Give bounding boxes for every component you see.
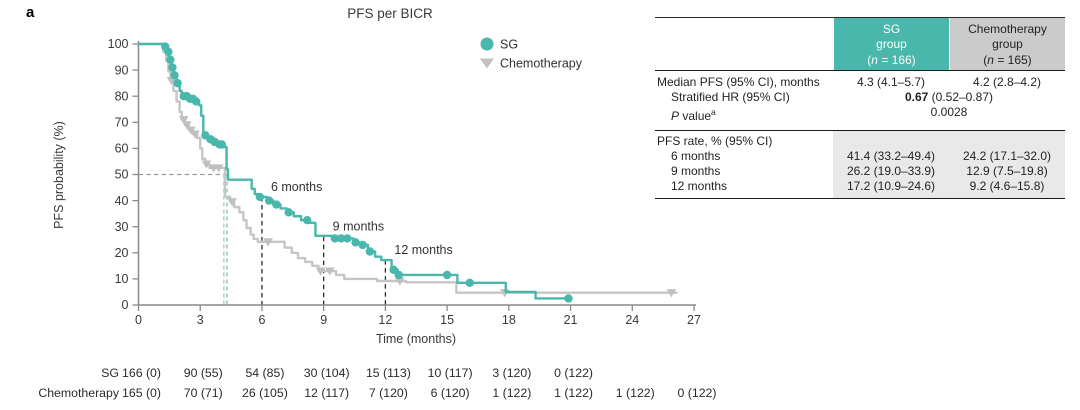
at-risk-value: 15 (113) (366, 366, 411, 380)
y-axis-label: PFS probability (%) (52, 121, 66, 229)
legend: SG Chemotherapy (480, 37, 583, 71)
sg-header-line2: group (876, 37, 907, 52)
at-risk-value: 7 (120) (369, 386, 408, 400)
x-tick-label: 3 (197, 313, 204, 327)
at-risk-value: 26 (105) (242, 386, 288, 400)
median-pfs-chemo-value: 4.2 (2.8–4.2) (972, 75, 1042, 89)
x-tick-label: 15 (440, 313, 454, 327)
x-tick-label: 9 (320, 313, 327, 327)
summary-table: SG group (n = 166) Chemotherapy group (n… (655, 17, 1065, 200)
y-tick-label: 0 (122, 298, 129, 312)
pfs-rate-label: PFS rate, % (95% CI) (657, 133, 773, 148)
p-value-row: P valuea 0.0028 (655, 105, 1065, 129)
rate-6-months-row: 6 months 41.4 (33.2–49.4) 24.2 (17.1–32.… (655, 148, 1065, 165)
pfs-rate-shade (833, 130, 1065, 149)
sg-header-n: (n = 166) (867, 52, 916, 67)
at-risk-value: 90 (55) (184, 366, 223, 380)
at-risk-value: 12 (117) (304, 386, 349, 400)
at-risk-value: 0 (122) (678, 386, 717, 400)
rate-9-months-row: 9 months 26.2 (19.0–33.9) 12.9 (7.5–19.8… (655, 164, 1065, 180)
x-tick-label: 18 (502, 313, 516, 327)
time-mark-label: 12 months (394, 243, 452, 257)
median-pfs-sg-value: 4.3 (4.1–5.7) (856, 75, 926, 89)
sg-legend-marker-icon (480, 37, 494, 51)
chemo-header-n: (n = 165) (983, 52, 1032, 67)
median-reference-lines (138, 173, 228, 305)
y-tick-label: 50 (115, 168, 129, 182)
pfs-rate-row: PFS rate, % (95% CI) (655, 129, 1065, 149)
at-risk-row-label: Chemotherapy (38, 386, 120, 400)
at-risk-value: 1 (122) (492, 386, 531, 400)
hr-value: 0.67 (0.52–0.87) (904, 90, 994, 105)
time-mark-label: 6 months (271, 180, 322, 194)
y-tick-label: 20 (115, 246, 129, 260)
hr-label: Stratified HR (95% CI) (671, 90, 790, 105)
at-risk-value: 70 (71) (184, 386, 223, 400)
x-tick-label: 12 (378, 313, 392, 327)
y-tick-label: 40 (115, 194, 129, 208)
chemo-header-line1: Chemotherapy (968, 22, 1047, 37)
at-risk-value: 3 (120) (492, 366, 531, 380)
median-pfs-label: Median PFS (95% CI), months (657, 75, 820, 89)
x-axis-label: Time (months) (376, 332, 456, 346)
y-tick-label: 80 (115, 89, 129, 103)
at-risk-table: SG 166 (0) 90 (55) 54 (85) 30 (104) 15 (113) 1… (38, 366, 716, 400)
chemo-group-header: Chemotherapy group (n = 165) (950, 18, 1065, 70)
chemo-header-line2: group (992, 37, 1023, 52)
sg-group-header: SG group (n = 166) (834, 18, 949, 70)
sg-legend-label: SG (500, 38, 518, 52)
y-tick-label: 90 (115, 63, 129, 77)
rate-6-label: 6 months (671, 148, 721, 163)
at-risk-value: 165 (0) (122, 386, 161, 400)
y-tick-label: 100 (108, 37, 129, 51)
at-risk-value: 54 (85) (245, 366, 284, 380)
y-tick-label: 10 (115, 272, 129, 286)
y-tick-label: 60 (115, 142, 129, 156)
summary-table-header-row: SG group (n = 166) Chemotherapy group (n… (655, 17, 1065, 71)
rate-12-sg-value: 17.2 (10.9–24.6) (833, 179, 949, 199)
rate-12-label: 12 months (671, 179, 728, 194)
chemo-legend-marker-icon (480, 58, 494, 69)
rate-9-sg-value: 26.2 (19.0–33.9) (833, 164, 949, 180)
rate-12-chemo-value: 9.2 (4.6–15.8) (949, 179, 1065, 199)
x-tick-label: 27 (687, 313, 701, 327)
at-risk-value: 10 (117) (428, 366, 473, 380)
rate-12-months-row: 12 months 17.2 (10.9–24.6) 9.2 (4.6–15.8… (655, 179, 1065, 200)
median-pfs-row: Median PFS (95% CI), months 4.3 (4.1–5.7… (655, 71, 1065, 90)
at-risk-value: 166 (0) (122, 366, 161, 380)
x-tick-label: 24 (625, 313, 639, 327)
y-tick-label: 30 (115, 220, 129, 234)
axes: 0 10 20 30 40 50 60 70 80 90 100 0 3 6 9 12 15 18 21 24 27 PF… (52, 6, 701, 346)
y-tick-label: 70 (115, 116, 129, 130)
sg-header-line1: SG (882, 22, 901, 37)
panel-label: a (26, 4, 35, 21)
time-mark-label: 9 months (333, 220, 384, 234)
rate-9-label: 9 months (671, 164, 721, 179)
x-tick-label: 6 (258, 313, 265, 327)
at-risk-value: 0 (122) (554, 366, 593, 380)
rate-9-chemo-value: 12.9 (7.5–19.8) (949, 164, 1065, 180)
rate-6-chemo-value: 24.2 (17.1–32.0) (949, 148, 1065, 165)
sg-censor-marks (161, 42, 573, 303)
x-tick-label: 21 (564, 313, 578, 327)
at-risk-value: 30 (104) (304, 366, 350, 380)
at-risk-row-label: SG (101, 366, 119, 380)
at-risk-value: 6 (120) (431, 386, 470, 400)
chart-title: PFS per BICR (347, 6, 433, 21)
at-risk-value: 1 (122) (554, 386, 593, 400)
header-spacer (655, 18, 833, 70)
rate-6-sg-value: 41.4 (33.2–49.4) (833, 148, 949, 165)
chemo-censor-marks (166, 76, 677, 298)
at-risk-value: 1 (122) (616, 386, 655, 400)
x-tick-label: 0 (135, 313, 142, 327)
p-value: 0.0028 (930, 105, 968, 120)
chemo-legend-label: Chemotherapy (500, 57, 583, 71)
sg-curve (138, 42, 569, 300)
hr-row: Stratified HR (95% CI) 0.67 (0.52–0.87) (655, 90, 1065, 105)
p-value-label: P valuea (671, 107, 716, 124)
